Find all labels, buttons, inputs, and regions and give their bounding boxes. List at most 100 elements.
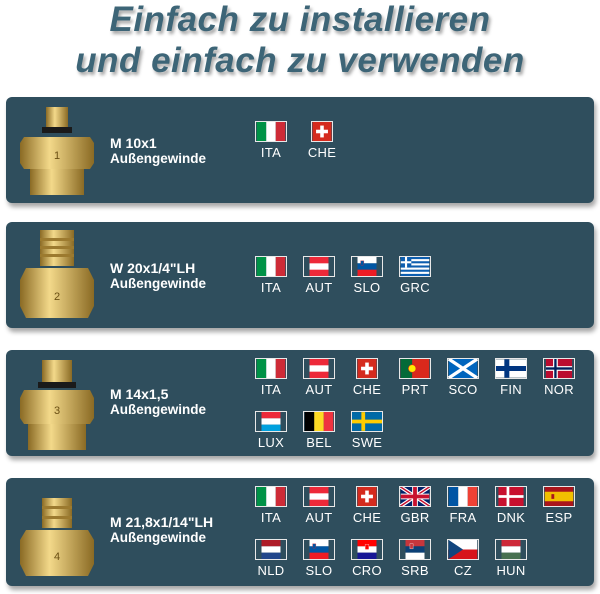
country-code: FRA [449,510,477,525]
flag-item-nld: NLD [246,539,296,578]
flag-aut-icon [303,256,335,277]
flag-item-srb: SRB [390,539,440,578]
brass-fitting-icon: 4 [20,498,94,576]
flag-lux-icon [255,411,287,432]
flag-swe-icon [351,411,383,432]
flag-che-icon [356,486,378,507]
country-code: CRO [352,563,382,578]
flag-cz-icon [447,539,479,560]
flag-aut-icon [303,486,335,507]
flag-item-ita: ITA [246,256,296,295]
flag-nor-icon [543,358,575,379]
flag-item-swe: SWE [342,411,392,450]
country-code: SCO [448,382,478,397]
thread-size: M 14x1,5 [110,386,169,402]
flag-gbr-icon [399,486,431,507]
fitting-number: 4 [54,551,60,563]
country-code: DNK [496,510,526,525]
country-code: CHE [352,510,382,525]
country-code: AUT [305,280,333,295]
flag-dnk-icon [495,486,527,507]
country-code: ITA [260,280,282,295]
country-code: ITA [260,145,282,160]
brass-fitting-icon: 1 [20,107,94,195]
flag-cro-icon [351,539,383,560]
flag-item-gbr: GBR [390,486,440,525]
country-code: CHE [307,145,337,160]
headline-line-1: Einfach zu installieren [109,0,491,39]
flag-item-aut: AUT [294,256,344,295]
country-code: AUT [305,510,333,525]
fitting-number: 3 [54,405,60,417]
flag-hun-icon [495,539,527,560]
flag-aut-icon [303,358,335,379]
flag-prt-icon [399,358,431,379]
country-code: BEL [306,435,332,450]
thread-type: Außengewinde [110,151,207,166]
country-code: ITA [260,510,282,525]
fitting-panel-4: 4 M 21,8x1/14"LH Außengewinde ITA AUT CH… [6,478,594,586]
country-code: HUN [496,563,526,578]
thread-size: M 21,8x1/14"LH [110,514,214,530]
thread-type: Außengewinde [110,530,207,545]
flag-ita-icon [255,358,287,379]
thread-size: W 20x1/4"LH [110,260,196,276]
country-code: SLO [353,280,381,295]
flag-slo-icon [351,256,383,277]
flag-item-slo: SLO [294,539,344,578]
flag-srb-icon [399,539,431,560]
flag-item-nor: NOR [534,358,584,397]
flag-item-sco: SCO [438,358,488,397]
flag-bel-icon [303,411,335,432]
thread-size: M 10x1 [110,135,157,151]
flag-item-lux: LUX [246,411,296,450]
flag-item-fra: FRA [438,486,488,525]
flag-fra-icon [447,486,479,507]
country-code: CZ [454,563,472,578]
country-code: GBR [400,510,430,525]
fitting-panel-2: 2 W 20x1/4"LH Außengewinde ITA AUT SLO G… [6,222,594,328]
flag-sco-icon [447,358,479,379]
flag-ita-icon [255,486,287,507]
flag-che-icon [311,121,333,142]
flag-item-aut: AUT [294,358,344,397]
flag-slo-icon [303,539,335,560]
country-code: PRT [401,382,429,397]
flag-item-dnk: DNK [486,486,536,525]
headline-line-2: und einfach zu verwenden [75,41,525,80]
thread-type: Außengewinde [110,402,207,417]
flag-item-ita: ITA [246,121,296,160]
flag-item-fin: FIN [486,358,536,397]
country-code: CHE [352,382,382,397]
brass-fitting-icon: 3 [20,360,94,450]
fitting-panel-1: 1 M 10x1 Außengewinde ITA CHE [6,97,594,203]
brass-fitting-icon: 2 [20,230,94,318]
flag-item-prt: PRT [390,358,440,397]
country-code: LUX [257,435,285,450]
flag-item-grc: GRC [390,256,440,295]
country-code: FIN [500,382,522,397]
thread-type: Außengewinde [110,276,207,291]
flag-che-icon [356,358,378,379]
flag-esp-icon [543,486,575,507]
country-code: AUT [305,382,333,397]
country-code: ITA [260,382,282,397]
fitting-number: 1 [54,150,60,162]
flag-item-esp: ESP [534,486,584,525]
flag-item-hun: HUN [486,539,536,578]
flag-ita-icon [255,256,287,277]
flag-ita-icon [255,121,287,142]
country-code: SWE [351,435,383,450]
flag-item-che: CHE [342,358,392,397]
fitting-panel-3: 3 M 14x1,5 Außengewinde ITA AUT CHE PRT … [6,350,594,456]
flag-item-ita: ITA [246,486,296,525]
flag-grc-icon [399,256,431,277]
flag-nld-icon [255,539,287,560]
country-code: SRB [401,563,429,578]
country-code: NLD [257,563,285,578]
flag-item-che: CHE [297,121,347,160]
flag-item-slo: SLO [342,256,392,295]
flag-item-ita: ITA [246,358,296,397]
flag-item-bel: BEL [294,411,344,450]
country-code: NOR [544,382,574,397]
